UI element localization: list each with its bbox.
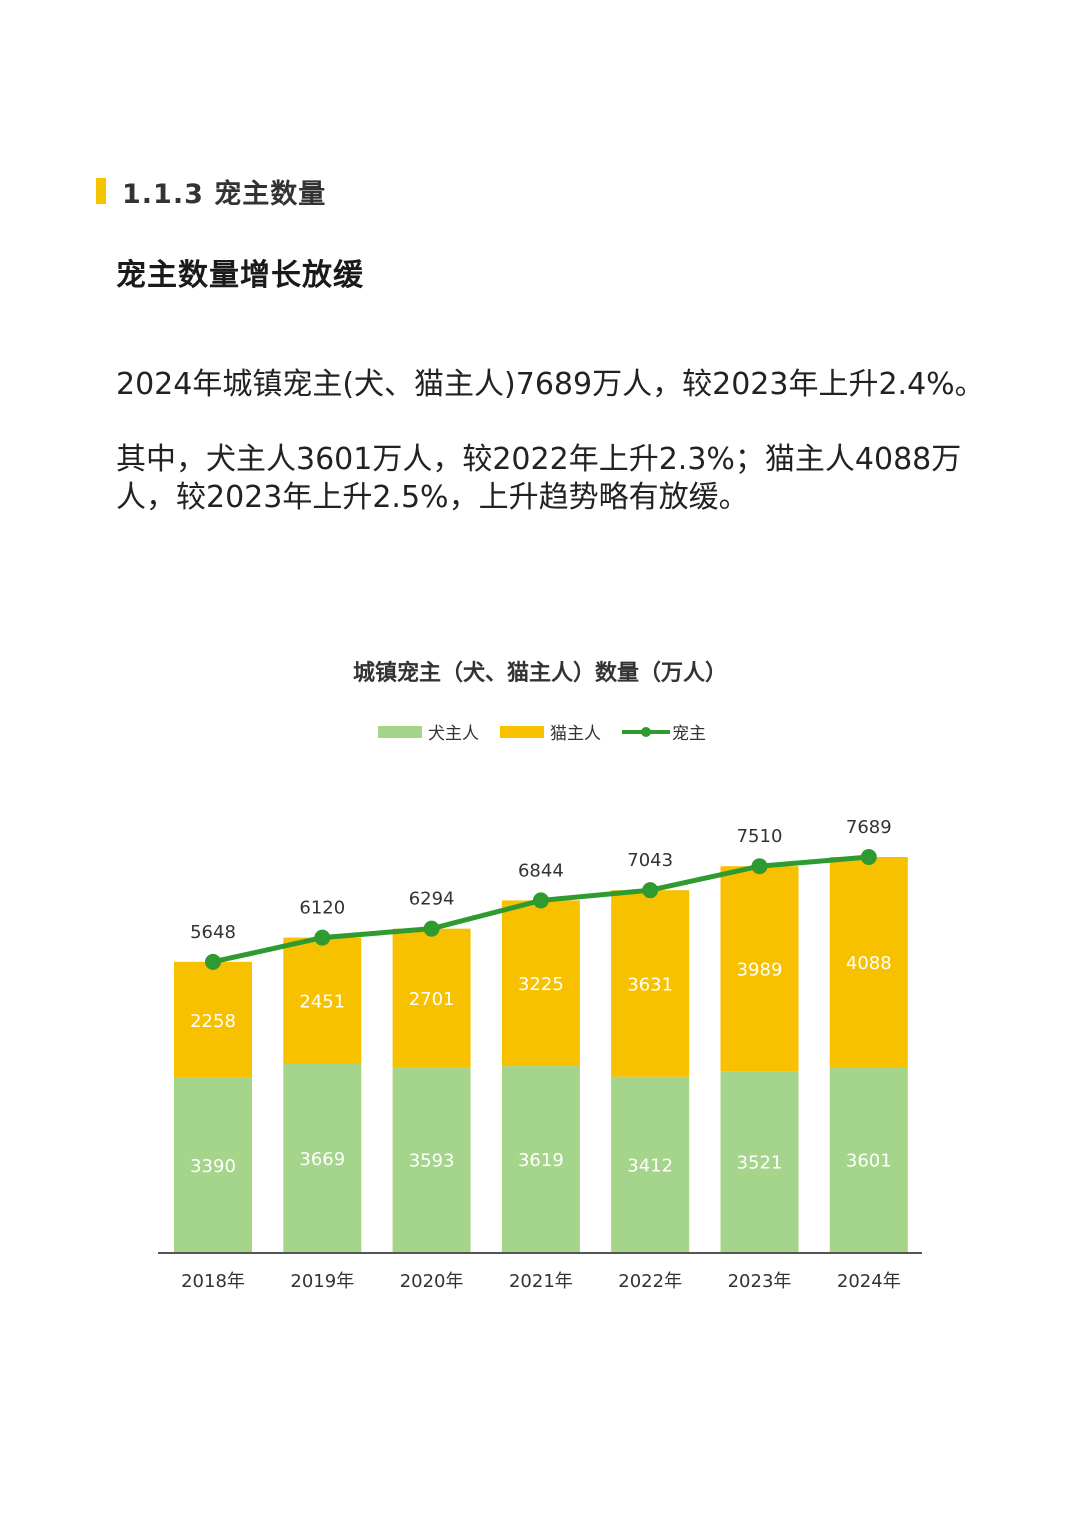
total-label: 7510 — [737, 826, 783, 847]
summary-paragraph: 2024年城镇宠主(犬、猫主人)7689万人，较2023年上升2.4%。 — [116, 367, 985, 402]
total-point — [423, 920, 440, 937]
bar-label-cat: 3631 — [627, 974, 673, 995]
total-point — [532, 892, 549, 909]
bar-cat — [829, 857, 908, 1068]
x-tick-label: 2021年 — [509, 1271, 573, 1292]
total-label: 5648 — [190, 922, 236, 943]
total-point — [314, 929, 331, 946]
bar-label-cat: 2451 — [299, 992, 345, 1013]
x-tick-label: 2020年 — [400, 1271, 464, 1292]
bar-cat — [720, 866, 799, 1072]
x-tick-label: 2019年 — [290, 1271, 354, 1292]
x-tick-label: 2024年 — [837, 1271, 901, 1292]
total-label: 6120 — [299, 898, 345, 919]
legend-label-cat: 猫主人 — [550, 724, 601, 744]
legend-swatch-dog — [378, 726, 422, 738]
bar-dog — [720, 1071, 799, 1252]
x-tick-label: 2023年 — [728, 1271, 792, 1292]
legend-swatch-cat — [500, 726, 544, 738]
bar-dog — [829, 1067, 908, 1252]
bar-dog — [283, 1063, 362, 1252]
x-tick-label: 2018年 — [181, 1271, 245, 1292]
section-title: 1.1.3 宠主数量 — [122, 178, 327, 210]
chart-title: 城镇宠主（犬、猫主人）数量（万人） — [353, 660, 727, 686]
bar-label-cat: 2701 — [409, 989, 455, 1010]
page-title: 宠主数量增长放缓 — [116, 258, 364, 293]
bar-label-cat: 3225 — [518, 974, 564, 995]
bar-cat — [283, 937, 362, 1064]
total-point — [205, 953, 221, 970]
total-point — [860, 849, 877, 865]
total-label: 7043 — [627, 850, 673, 871]
total-point — [751, 858, 768, 875]
bar-dog — [174, 1077, 252, 1252]
bar-dog — [501, 1066, 580, 1252]
bar-label-cat: 4088 — [846, 953, 892, 974]
legend-marker-total — [641, 727, 651, 737]
detail-paragraph: 其中，犬主人3601万人，较2022年上升2.3%；猫主人4088万人，较202… — [116, 442, 962, 515]
bar-label-cat: 2258 — [190, 1011, 236, 1032]
bar-label-dog: 3619 — [518, 1150, 564, 1171]
bar-label-cat: 3989 — [737, 960, 783, 981]
bar-label-dog: 3593 — [409, 1151, 455, 1172]
x-tick-label: 2022年 — [618, 1271, 682, 1292]
bar-label-dog: 3521 — [737, 1153, 783, 1174]
legend-label-total: 宠主 — [672, 724, 706, 744]
total-point — [642, 882, 659, 899]
total-label: 6844 — [518, 860, 564, 881]
total-label: 6294 — [409, 889, 455, 910]
bar-cat — [392, 928, 471, 1068]
bar-label-dog: 3390 — [190, 1156, 236, 1177]
section-heading: 1.1.3 宠主数量 — [96, 172, 326, 210]
bar-dog — [611, 1076, 690, 1252]
bar-cat — [501, 900, 580, 1067]
total-label: 7689 — [846, 817, 892, 838]
bar-dog — [392, 1067, 471, 1252]
legend-label-dog: 犬主人 — [428, 724, 479, 744]
bar-label-dog: 3412 — [627, 1155, 673, 1176]
section-marker — [96, 178, 106, 204]
bar-cat — [611, 890, 690, 1077]
bar-label-dog: 3601 — [846, 1151, 892, 1172]
bar-cat — [174, 961, 252, 1078]
bar-label-dog: 3669 — [299, 1149, 345, 1170]
